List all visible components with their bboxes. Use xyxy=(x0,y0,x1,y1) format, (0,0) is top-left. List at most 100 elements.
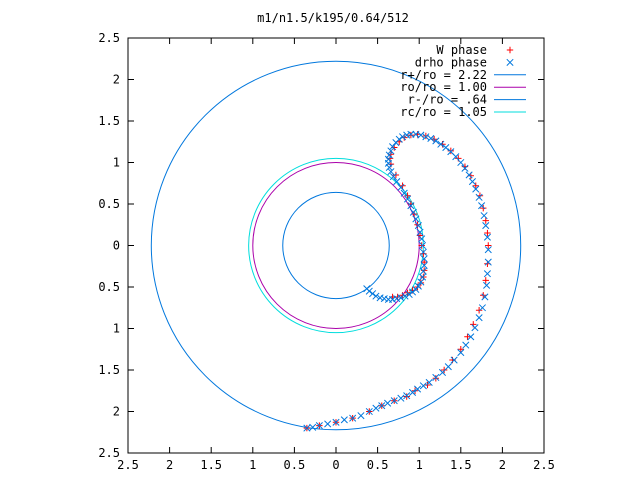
w-phase-point xyxy=(411,387,419,394)
y-tick-label: 0 xyxy=(113,239,120,253)
drho-phase-point xyxy=(481,293,489,301)
y-axis-ticks: 2.5 2 1.5 1 0.5 0 0.5 1 1.5 2 2.5 xyxy=(98,31,544,460)
w-phase-point xyxy=(484,229,491,237)
drho-phase-point xyxy=(387,168,395,176)
drho-phase-point xyxy=(425,378,433,387)
w-phase-point xyxy=(480,204,487,212)
drho-phase-point xyxy=(332,418,340,426)
drho-phase-point xyxy=(419,248,427,256)
drho-phase-point xyxy=(392,139,400,147)
drho-phase-point xyxy=(401,292,409,300)
drho-phase-point xyxy=(397,294,405,302)
drho-phase-point xyxy=(438,368,447,377)
x-tick-label: 0.5 xyxy=(284,458,306,472)
drho-phase-point xyxy=(420,261,428,269)
y-tick-label: 1.5 xyxy=(98,363,120,377)
drho-phase-point xyxy=(389,143,397,151)
drho-phase-point xyxy=(414,282,422,290)
x-tick-label: 0.5 xyxy=(367,458,389,472)
drho-phase-point xyxy=(467,333,475,341)
drho-phase-point xyxy=(420,255,428,263)
drho-phase-point xyxy=(447,148,455,156)
drho-phase-point xyxy=(397,183,405,191)
drho-phase-point xyxy=(384,295,392,304)
drho-phase-point xyxy=(483,281,491,289)
drho-phase-point xyxy=(422,133,430,141)
y-tick-label: 2 xyxy=(113,73,120,87)
plot-markers xyxy=(303,130,492,432)
drho-phase-point xyxy=(478,202,486,210)
drho-phase-point xyxy=(418,273,427,281)
chart-title: m1/n1.5/k195/0.64/512 xyxy=(257,11,409,25)
drho-phase-point xyxy=(372,292,380,300)
y-tick-label: 0.5 xyxy=(98,197,120,211)
drho-phase-point xyxy=(403,392,411,400)
drho-phase-point xyxy=(457,349,465,357)
drho-phase-point xyxy=(413,385,422,393)
drho-phase-point xyxy=(393,178,401,186)
w-phase-point xyxy=(404,192,411,199)
drho-phase-point xyxy=(484,246,492,254)
radius-circle xyxy=(150,60,522,431)
drho-phase-point xyxy=(442,144,450,152)
x-tick-label: 2.5 xyxy=(117,458,139,472)
drho-phase-point xyxy=(376,294,384,302)
x-tick-label: 2.5 xyxy=(533,458,555,472)
drho-phase-point xyxy=(462,341,470,349)
drho-phase-point xyxy=(380,295,388,303)
drho-phase-point xyxy=(418,241,427,250)
drho-phase-point xyxy=(444,363,452,371)
drho-phase-point xyxy=(387,147,395,155)
drho-phase-point xyxy=(483,270,491,278)
drho-phase-point xyxy=(340,416,348,424)
plot-curves xyxy=(150,60,522,431)
legend-label: ro/ro = 1.00 xyxy=(400,80,487,94)
drho-phase-point xyxy=(363,285,371,293)
drho-phase-point xyxy=(403,195,412,203)
drho-phase-point xyxy=(418,235,426,243)
drho-phase-point xyxy=(484,258,492,266)
w-phase-point xyxy=(417,279,425,287)
drho-phase-point xyxy=(475,314,483,322)
y-tick-label: 2.5 xyxy=(98,31,120,45)
drho-phase-point xyxy=(480,212,488,220)
w-phase-point xyxy=(407,131,415,139)
y-tick-label: 1 xyxy=(113,156,120,170)
w-phase-point xyxy=(485,242,492,249)
drho-phase-point xyxy=(412,285,420,294)
x-tick-label: 1 xyxy=(249,458,256,472)
y-tick-label: 1 xyxy=(113,322,120,336)
w-phase-point xyxy=(482,217,489,224)
drho-phase-point xyxy=(405,290,413,299)
drho-phase-point xyxy=(384,399,392,407)
drho-phase-point xyxy=(309,423,317,431)
drho-phase-point xyxy=(393,295,401,303)
w-phase-point xyxy=(440,366,448,374)
legend-label: r+/ro = 2.22 xyxy=(400,68,487,82)
radius-circle xyxy=(282,191,390,300)
w-phase-point xyxy=(475,307,483,314)
drho-phase-point xyxy=(397,394,405,402)
legend-label: W phase xyxy=(436,43,487,57)
drho-phase-point xyxy=(400,189,408,197)
y-tick-label: 2.5 xyxy=(98,446,120,460)
w-phase-point xyxy=(464,333,471,340)
drho-phase-point xyxy=(389,173,397,181)
drho-phase-point xyxy=(478,304,486,312)
drho-phase-point xyxy=(414,222,422,230)
drho-phase-point xyxy=(450,356,458,364)
drho-phase-point xyxy=(417,278,425,286)
drho-phase-point xyxy=(385,151,393,159)
drho-phase-point xyxy=(385,163,393,172)
x-tick-label: 1.5 xyxy=(200,458,222,472)
x-tick-label: 2 xyxy=(166,458,173,472)
w-phase-point xyxy=(432,375,440,382)
drho-phase-point xyxy=(324,420,332,428)
drho-phase-point xyxy=(390,397,398,405)
drho-phase-point xyxy=(419,382,427,390)
drho-phase-point xyxy=(461,164,469,172)
x-tick-label: 1 xyxy=(416,458,423,472)
drho-phase-point xyxy=(369,290,377,298)
drho-phase-point xyxy=(457,158,465,167)
